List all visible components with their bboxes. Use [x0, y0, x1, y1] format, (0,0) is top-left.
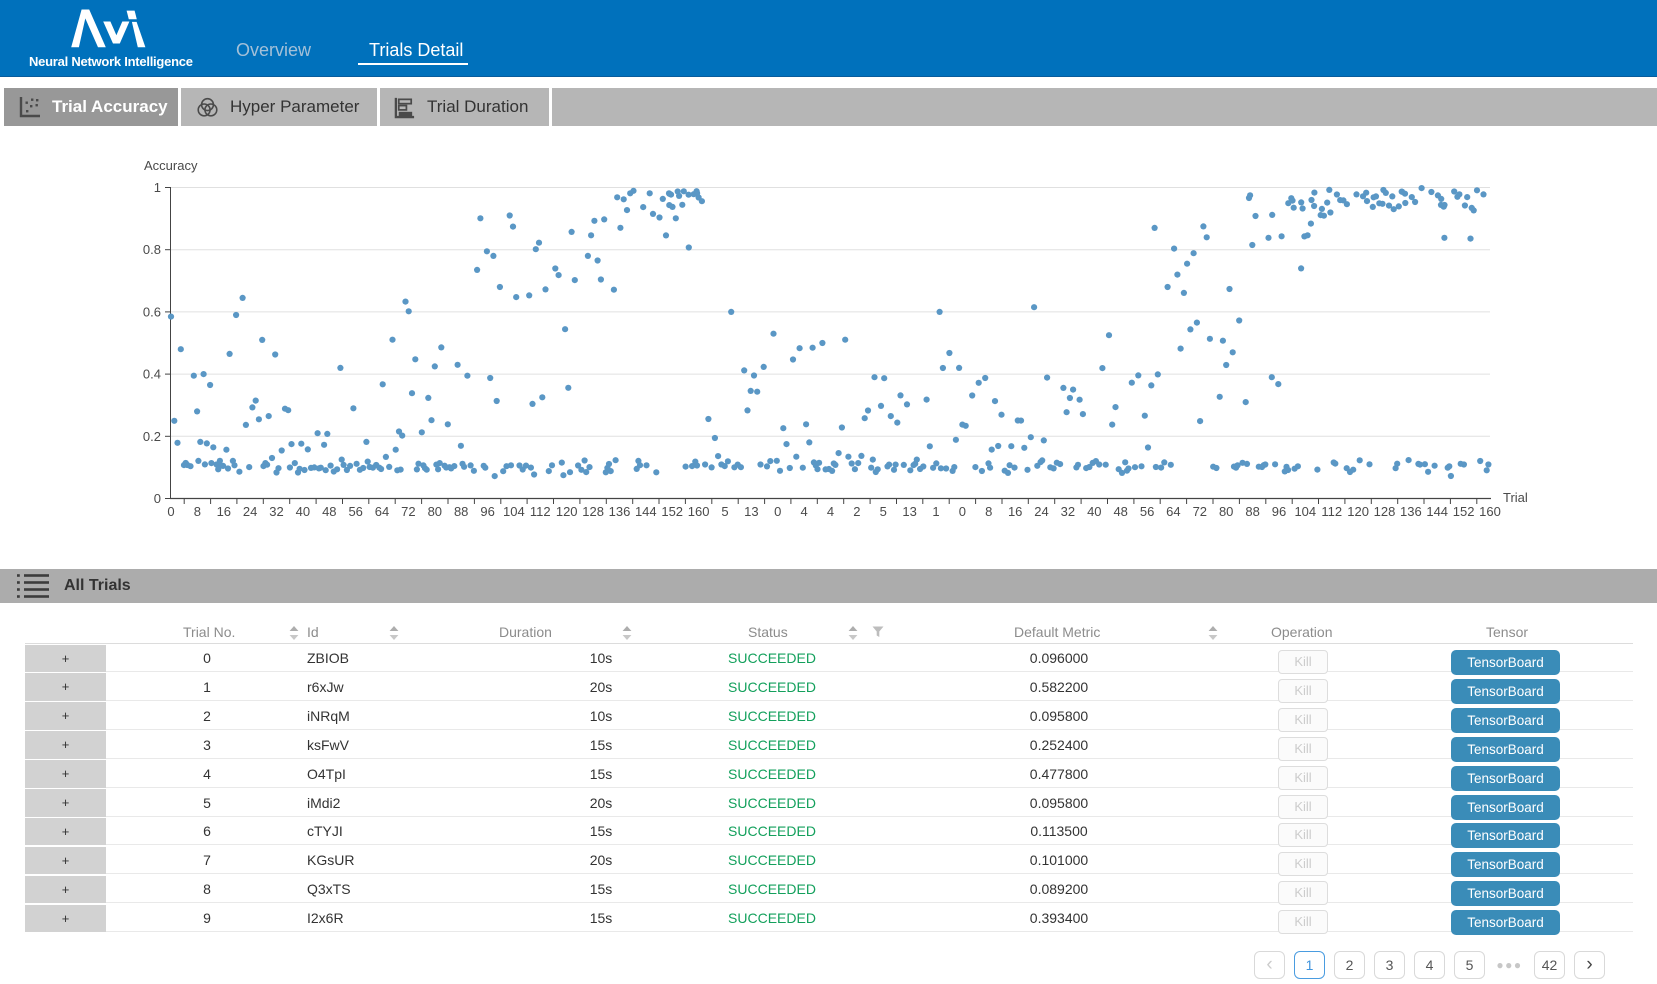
svg-text:144: 144: [1426, 504, 1448, 519]
svg-text:0.8: 0.8: [143, 242, 161, 257]
svg-text:4: 4: [800, 504, 807, 519]
svg-text:5: 5: [721, 504, 728, 519]
svg-text:160: 160: [688, 504, 710, 519]
svg-text:80: 80: [428, 504, 442, 519]
svg-text:80: 80: [1219, 504, 1233, 519]
svg-text:16: 16: [217, 504, 231, 519]
svg-text:1: 1: [154, 180, 161, 195]
svg-text:40: 40: [1087, 504, 1101, 519]
svg-text:88: 88: [1245, 504, 1259, 519]
svg-text:40: 40: [296, 504, 310, 519]
svg-text:13: 13: [902, 504, 916, 519]
svg-text:0: 0: [959, 504, 966, 519]
svg-text:64: 64: [1166, 504, 1180, 519]
svg-text:0.6: 0.6: [143, 304, 161, 319]
svg-text:24: 24: [1034, 504, 1048, 519]
svg-text:48: 48: [1113, 504, 1127, 519]
svg-text:88: 88: [454, 504, 468, 519]
svg-text:144: 144: [635, 504, 657, 519]
svg-text:Trial: Trial: [1503, 490, 1528, 505]
svg-text:0.4: 0.4: [143, 367, 161, 382]
svg-text:152: 152: [1453, 504, 1475, 519]
svg-text:8: 8: [194, 504, 201, 519]
svg-text:1: 1: [932, 504, 939, 519]
svg-text:8: 8: [985, 504, 992, 519]
svg-text:96: 96: [1272, 504, 1286, 519]
svg-text:64: 64: [375, 504, 389, 519]
svg-text:136: 136: [1400, 504, 1422, 519]
svg-text:72: 72: [1193, 504, 1207, 519]
svg-text:72: 72: [401, 504, 415, 519]
svg-text:56: 56: [1140, 504, 1154, 519]
svg-text:0.2: 0.2: [143, 429, 161, 444]
svg-text:96: 96: [480, 504, 494, 519]
svg-text:120: 120: [556, 504, 578, 519]
svg-text:0: 0: [154, 491, 161, 506]
svg-text:2: 2: [853, 504, 860, 519]
svg-text:5: 5: [880, 504, 887, 519]
svg-text:112: 112: [1321, 504, 1342, 519]
svg-text:16: 16: [1008, 504, 1022, 519]
svg-text:104: 104: [503, 504, 525, 519]
svg-text:0: 0: [167, 504, 174, 519]
svg-text:4: 4: [827, 504, 834, 519]
svg-text:Accuracy: Accuracy: [144, 158, 198, 173]
svg-text:0: 0: [774, 504, 781, 519]
svg-text:160: 160: [1479, 504, 1501, 519]
svg-text:128: 128: [1374, 504, 1396, 519]
svg-text:32: 32: [1061, 504, 1075, 519]
svg-text:152: 152: [661, 504, 683, 519]
svg-text:24: 24: [243, 504, 257, 519]
svg-text:48: 48: [322, 504, 336, 519]
svg-text:56: 56: [348, 504, 362, 519]
svg-text:136: 136: [609, 504, 631, 519]
svg-text:13: 13: [744, 504, 758, 519]
svg-text:128: 128: [582, 504, 604, 519]
svg-text:104: 104: [1294, 504, 1316, 519]
svg-text:112: 112: [530, 504, 551, 519]
svg-text:32: 32: [269, 504, 283, 519]
svg-text:120: 120: [1347, 504, 1369, 519]
